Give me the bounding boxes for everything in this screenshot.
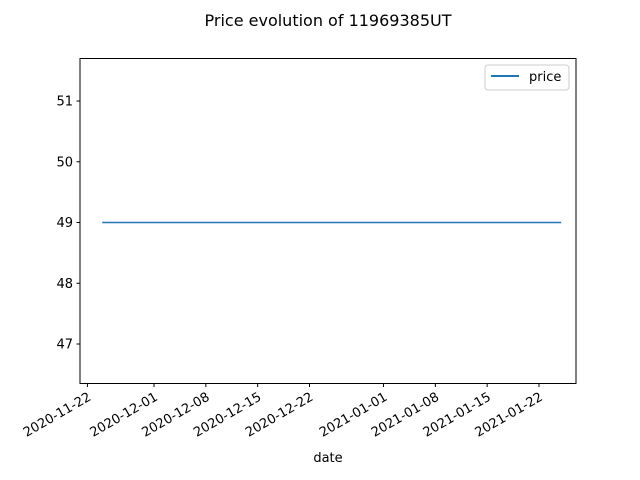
legend-label-price: price [529,70,561,85]
y-tick-label: 49 [56,216,73,231]
legend-box [484,64,570,91]
x-axis-label: date [313,451,342,466]
plot-frame [79,58,577,384]
y-tick-label: 50 [56,155,73,170]
chart-title: Price evolution of 11969385UT [204,11,452,30]
legend: price [484,64,570,91]
x-axis: 2020-11-222020-12-012020-12-082020-12-15… [21,383,546,441]
y-tick-label: 47 [56,338,73,353]
y-tick-label: 48 [56,277,73,292]
x-tick-label: 2020-11-22 [21,390,94,441]
y-tick-label: 51 [56,95,73,110]
y-axis: 47 48 49 50 51 [56,95,80,353]
